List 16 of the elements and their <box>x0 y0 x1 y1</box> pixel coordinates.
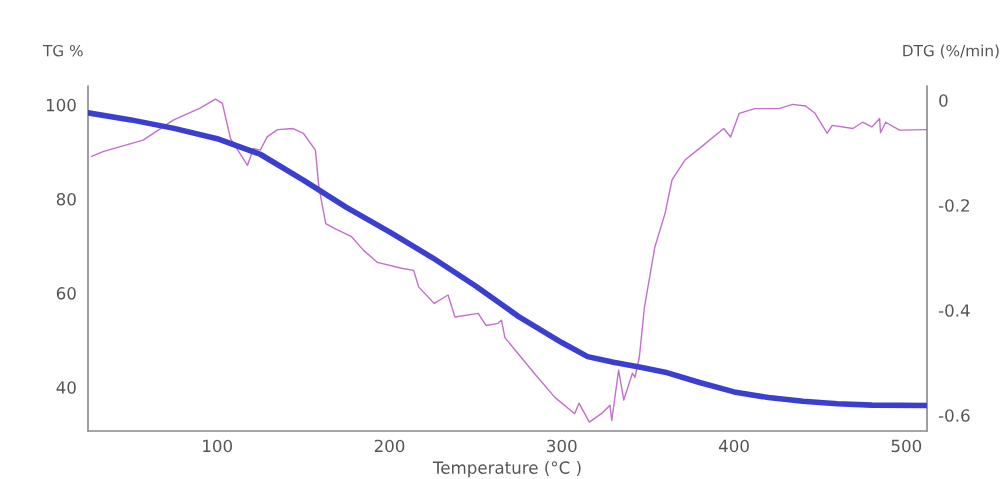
y-tick-label: 40 <box>56 381 76 394</box>
y2-tick-label: -0.6 <box>938 409 970 422</box>
x-tick-label: 400 <box>718 439 749 453</box>
x-tick-label: 100 <box>203 439 233 453</box>
y-tick-label: 60 <box>56 287 76 300</box>
y2-tick-label: -0.4 <box>938 304 970 317</box>
x-tick-label: 300 <box>547 439 577 453</box>
x-tick-label: 200 <box>374 439 405 453</box>
y-axis-title: TG % <box>42 44 83 57</box>
y-tick-label: 80 <box>56 192 76 206</box>
y2-tick-label: 0 <box>939 94 948 107</box>
y2-axis-title: DTG (%/min) <box>903 44 999 59</box>
x-tick-label: 500 <box>891 439 922 453</box>
y-tick-label: 100 <box>46 98 76 112</box>
y2-tick-label: -0.2 <box>938 199 969 212</box>
x-axis-title: Temperature (°C ) <box>432 461 581 478</box>
